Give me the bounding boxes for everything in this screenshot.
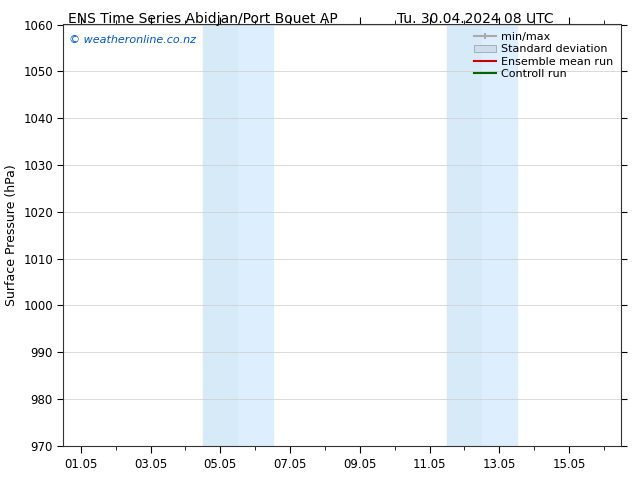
Text: © weatheronline.co.nz: © weatheronline.co.nz bbox=[69, 35, 196, 45]
Bar bbox=[447, 24, 482, 446]
Bar bbox=[482, 24, 517, 446]
Y-axis label: Surface Pressure (hPa): Surface Pressure (hPa) bbox=[4, 164, 18, 306]
Bar bbox=[203, 24, 238, 446]
Legend: min/max, Standard deviation, Ensemble mean run, Controll run: min/max, Standard deviation, Ensemble me… bbox=[471, 30, 616, 81]
Text: Tu. 30.04.2024 08 UTC: Tu. 30.04.2024 08 UTC bbox=[397, 12, 554, 26]
Text: ENS Time Series Abidjan/Port Bouet AP: ENS Time Series Abidjan/Port Bouet AP bbox=[68, 12, 338, 26]
Bar bbox=[238, 24, 273, 446]
